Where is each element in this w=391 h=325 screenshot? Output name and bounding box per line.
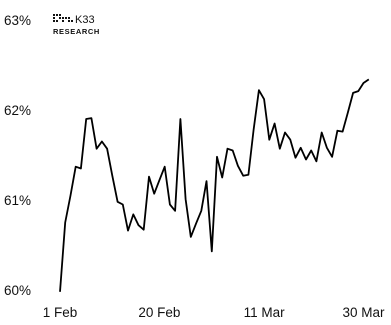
y-tick-label: 63% (4, 13, 31, 28)
y-tick-label: 61% (4, 193, 31, 208)
brand-subtitle: RESEARCH (53, 27, 100, 36)
x-tick-label: 20 Feb (138, 305, 180, 320)
x-tick-label: 1 Feb (43, 305, 78, 320)
y-tick-label: 62% (4, 103, 31, 118)
x-tick-label: 30 Mar (343, 305, 386, 320)
dots-icon (53, 14, 73, 22)
brand-name: K33 (75, 14, 95, 26)
series-group (59, 78, 370, 292)
y-axis: 63% 62% 61% 60% (4, 13, 31, 298)
series-line (59, 78, 370, 292)
y-tick-label: 60% (4, 283, 31, 298)
x-tick-label: 11 Mar (244, 305, 286, 320)
x-axis: 1 Feb 20 Feb 11 Mar 30 Mar (43, 305, 385, 320)
k33-research-logo: K33 RESEARCH (53, 14, 100, 36)
